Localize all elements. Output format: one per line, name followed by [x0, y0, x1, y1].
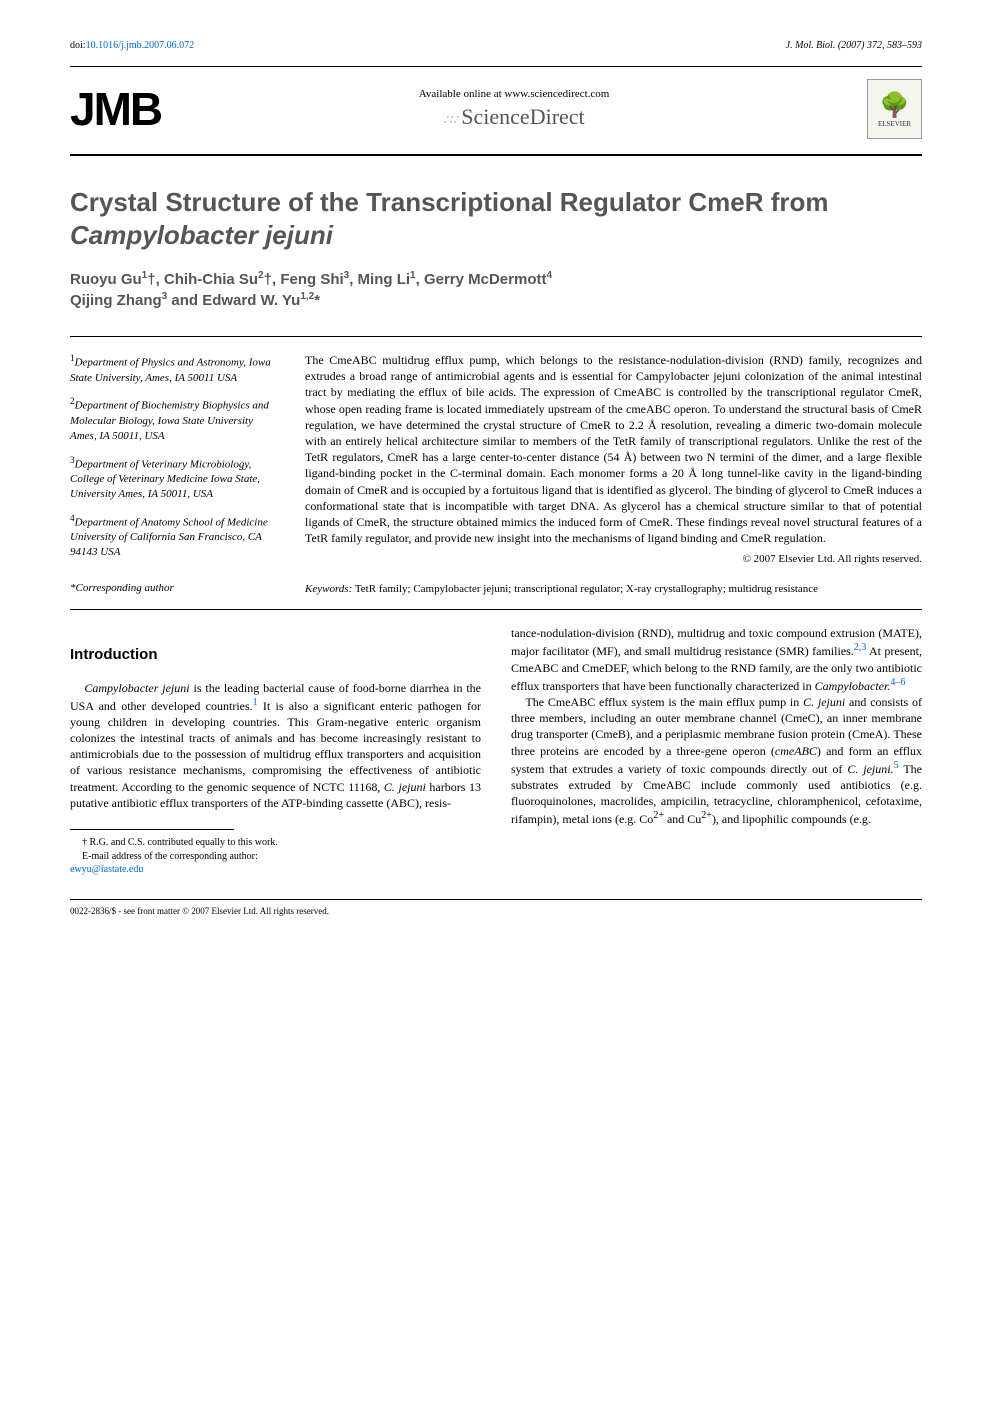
author-name: †, Chih-Chia Su: [147, 271, 258, 288]
available-text: Available online at www.sciencedirect.co…: [181, 88, 847, 100]
elsevier-tree-icon: 🌳: [880, 91, 910, 120]
ref-link[interactable]: 4–6: [890, 677, 905, 688]
doi-link[interactable]: 10.1016/j.jmb.2007.06.072: [86, 40, 195, 51]
author-name: , Gerry McDermott: [416, 271, 547, 288]
science-direct-logo: ScienceDirect: [461, 104, 584, 129]
section-divider: [70, 336, 922, 337]
body-paragraph: Campylobacter jejuni is the leading bact…: [70, 680, 481, 812]
body-italic: C. jejuni: [803, 695, 845, 709]
intro-heading: Introduction: [70, 645, 481, 665]
footnote: † R.G. and C.S. contributed equally to t…: [70, 836, 481, 877]
affiliation: 2Department of Biochemistry Biophysics a…: [70, 395, 280, 443]
author-sup: 4: [546, 270, 552, 281]
doi-line: doi:10.1016/j.jmb.2007.06.072: [70, 40, 194, 51]
author-sup: 1,2: [300, 291, 314, 302]
section-divider-2: [70, 609, 922, 610]
mid-divider: [70, 154, 922, 156]
keywords: Keywords: TetR family; Campylobacter jej…: [305, 582, 922, 597]
author-name: Ruoyu Gu: [70, 271, 142, 288]
aff-text: Department of Biochemistry Biophysics an…: [70, 400, 269, 442]
article-title: Crystal Structure of the Transcriptional…: [70, 186, 922, 251]
author-name: , Ming Li: [349, 271, 410, 288]
top-divider: [70, 66, 922, 67]
affiliation: 4Department of Anatomy School of Medicin…: [70, 512, 280, 560]
title-plain: Crystal Structure of the Transcriptional…: [70, 187, 828, 217]
ref-link[interactable]: 2,3: [854, 642, 867, 653]
science-direct-block: Available online at www.sciencedirect.co…: [161, 88, 867, 130]
page-footer: 0022-2836/$ - see front matter © 2007 El…: [70, 899, 922, 916]
science-direct-logo-row: ∴∵ ScienceDirect: [181, 104, 847, 130]
author-star: *: [314, 292, 320, 309]
keywords-text: TetR family; Campylobacter jejuni; trans…: [352, 583, 818, 595]
author-name: Qijing Zhang: [70, 292, 162, 309]
affiliation: 1Department of Physics and Astronomy, Io…: [70, 352, 280, 385]
author-name: †, Feng Shi: [264, 271, 344, 288]
affiliations: 1Department of Physics and Astronomy, Io…: [70, 352, 280, 570]
author-name: and Edward W. Yu: [167, 292, 300, 309]
abstract: The CmeABC multidrug efflux pump, which …: [305, 352, 922, 570]
sd-dots-icon: ∴∵: [443, 113, 457, 128]
footnote-line: † R.G. and C.S. contributed equally to t…: [70, 836, 481, 850]
affiliation: 3Department of Veterinary Microbiology, …: [70, 454, 280, 502]
body-paragraph: tance-nodulation-division (RND), multidr…: [511, 625, 922, 694]
aff-text: Department of Veterinary Microbiology, C…: [70, 458, 260, 500]
footnote-email: ewyu@iastate.edu: [70, 863, 481, 877]
authors: Ruoyu Gu1†, Chih-Chia Su2†, Feng Shi3, M…: [70, 269, 922, 311]
body-text: The CmeABC efflux system is the main eff…: [525, 695, 803, 709]
body-sup: 2+: [701, 810, 712, 821]
body-columns: Introduction Campylobacter jejuni is the…: [70, 625, 922, 876]
body-italic: C. jejuni: [384, 780, 426, 794]
body-italic: Campylobacter.: [815, 679, 891, 693]
body-paragraph: The CmeABC efflux system is the main eff…: [511, 694, 922, 828]
keywords-label: Keywords:: [305, 583, 352, 595]
corresponding-author: *Corresponding author: [70, 582, 280, 597]
jmb-logo: JMB: [70, 82, 161, 136]
meta-abstract-row: 1Department of Physics and Astronomy, Io…: [70, 352, 922, 570]
body-col-left: Introduction Campylobacter jejuni is the…: [70, 625, 481, 876]
journal-ref: J. Mol. Biol. (2007) 372, 583–593: [786, 40, 922, 51]
aff-text: Department of Physics and Astronomy, Iow…: [70, 357, 271, 384]
keywords-row: *Corresponding author Keywords: TetR fam…: [70, 582, 922, 597]
body-sup: 2+: [653, 810, 664, 821]
elsevier-text: ELSEVIER: [878, 120, 911, 128]
footnote-line: E-mail address of the corresponding auth…: [70, 850, 481, 864]
footnote-rule: [70, 829, 234, 830]
copyright: © 2007 Elsevier Ltd. All rights reserved…: [305, 552, 922, 567]
doi-header: doi:10.1016/j.jmb.2007.06.072 J. Mol. Bi…: [70, 40, 922, 51]
doi-prefix: doi:: [70, 40, 86, 51]
elsevier-logo: 🌳 ELSEVIER: [867, 79, 922, 139]
body-italic: C. jejuni.: [847, 762, 893, 776]
aff-text: Department of Anatomy School of Medicine…: [70, 516, 268, 558]
body-italic: Campylobacter jejuni: [84, 681, 189, 695]
email-link[interactable]: ewyu@iastate.edu: [70, 864, 143, 875]
title-italic: Campylobacter jejuni: [70, 220, 333, 250]
body-col-right: tance-nodulation-division (RND), multidr…: [511, 625, 922, 876]
body-text: ), and lipophilic compounds (e.g.: [712, 812, 871, 826]
header-bar: JMB Available online at www.sciencedirec…: [70, 79, 922, 139]
body-italic: cmeABC: [775, 744, 817, 758]
abstract-text: The CmeABC multidrug efflux pump, which …: [305, 353, 922, 545]
body-text: and Cu: [664, 812, 701, 826]
